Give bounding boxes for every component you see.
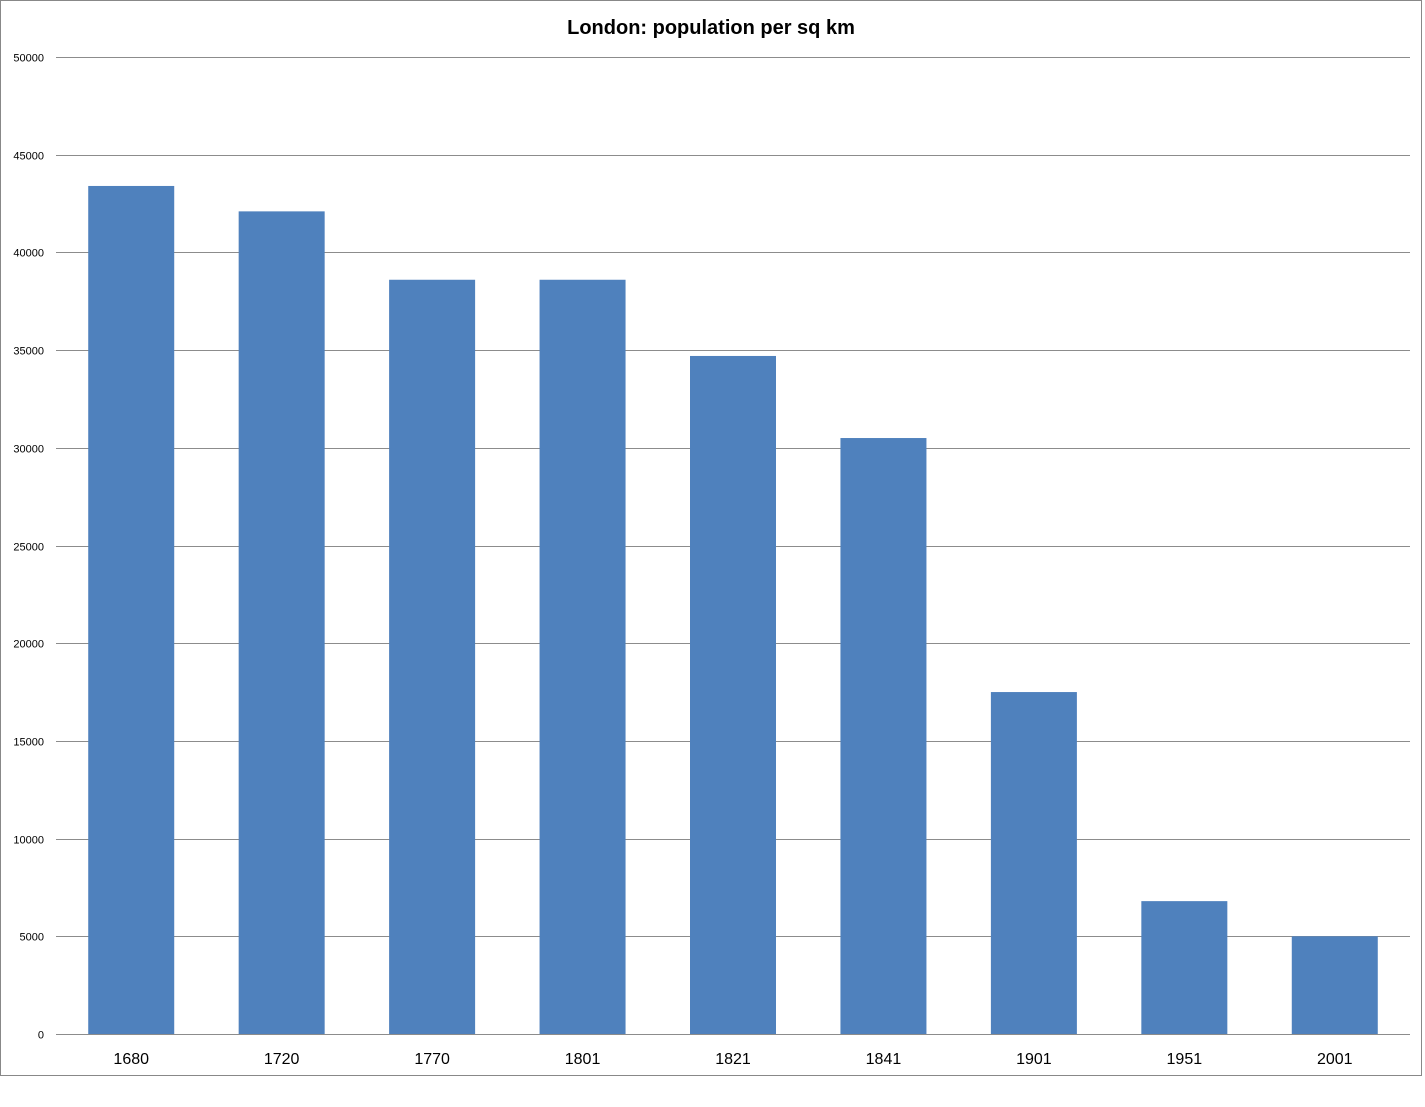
x-tick-label: 1680 bbox=[113, 1051, 149, 1068]
y-tick-label: 40000 bbox=[13, 248, 44, 260]
y-axis-tick-labels: 0 5000 10000 15000 20000 25000 30000 35000 40000… bbox=[13, 53, 44, 1042]
y-tick-label: 15000 bbox=[13, 737, 44, 749]
y-tick-label: 35000 bbox=[13, 346, 44, 358]
x-tick-label: 1821 bbox=[715, 1051, 751, 1068]
y-tick-label: 25000 bbox=[13, 542, 44, 554]
bar-1951 bbox=[1141, 901, 1228, 1034]
x-tick-label: 1901 bbox=[1016, 1051, 1052, 1068]
bar-2001 bbox=[1291, 936, 1378, 1034]
bar-1680 bbox=[88, 185, 175, 1035]
y-tick-label: 10000 bbox=[13, 835, 44, 847]
y-tick-label: 5000 bbox=[20, 932, 44, 944]
x-tick-label: 1720 bbox=[264, 1051, 300, 1068]
bar-chart: London: population per sq km 0 5000 10000 1… bbox=[13, 17, 1410, 1068]
bar-1901 bbox=[990, 692, 1077, 1034]
chart-frame: London: population per sq km 0 5000 10000 1… bbox=[0, 0, 1422, 1076]
bar-1770 bbox=[389, 279, 476, 1035]
x-tick-label: 1801 bbox=[565, 1051, 601, 1068]
x-tick-label: 1841 bbox=[866, 1051, 902, 1068]
y-tick-label: 20000 bbox=[13, 639, 44, 651]
chart-title: London: population per sq km bbox=[567, 17, 855, 39]
x-axis-tick-labels: 1680 1720 1770 1801 1821 1841 1901 1951 2001 bbox=[113, 1051, 1352, 1068]
bar-1720 bbox=[238, 211, 325, 1035]
bar-1841 bbox=[840, 438, 927, 1034]
y-tick-label: 45000 bbox=[13, 151, 44, 163]
bar-1801 bbox=[539, 279, 626, 1035]
bars bbox=[88, 185, 1378, 1035]
x-tick-label: 1770 bbox=[414, 1051, 450, 1068]
y-tick-label: 30000 bbox=[13, 444, 44, 456]
y-tick-label: 50000 bbox=[13, 53, 44, 65]
x-tick-label: 1951 bbox=[1167, 1051, 1203, 1068]
bar-1821 bbox=[690, 355, 776, 1034]
y-tick-label: 0 bbox=[38, 1030, 44, 1042]
x-tick-label: 2001 bbox=[1317, 1051, 1353, 1068]
